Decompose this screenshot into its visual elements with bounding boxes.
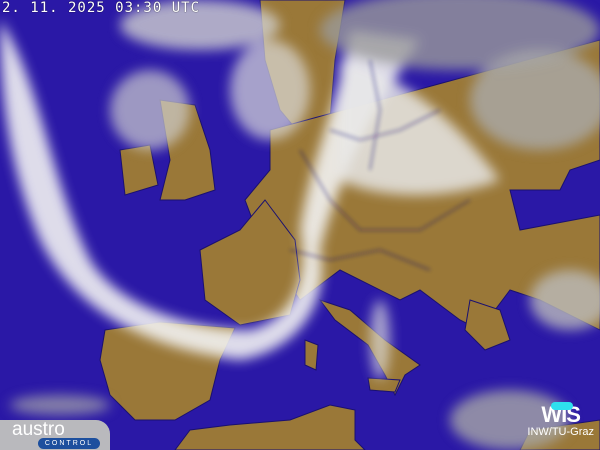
wis-logo: WIS INW/TU-Graz [527, 402, 594, 438]
logo-subtext: CONTROL [38, 438, 100, 449]
wis-logo-subtext: INW/TU-Graz [527, 426, 594, 438]
austro-control-logo: austro CONTROL [0, 419, 110, 450]
cloud-icon [551, 402, 574, 410]
timestamp-label: 2. 11. 2025 03:30 UTC [2, 0, 201, 16]
logo-text: austro [12, 419, 65, 440]
country-borders [289, 59, 471, 271]
